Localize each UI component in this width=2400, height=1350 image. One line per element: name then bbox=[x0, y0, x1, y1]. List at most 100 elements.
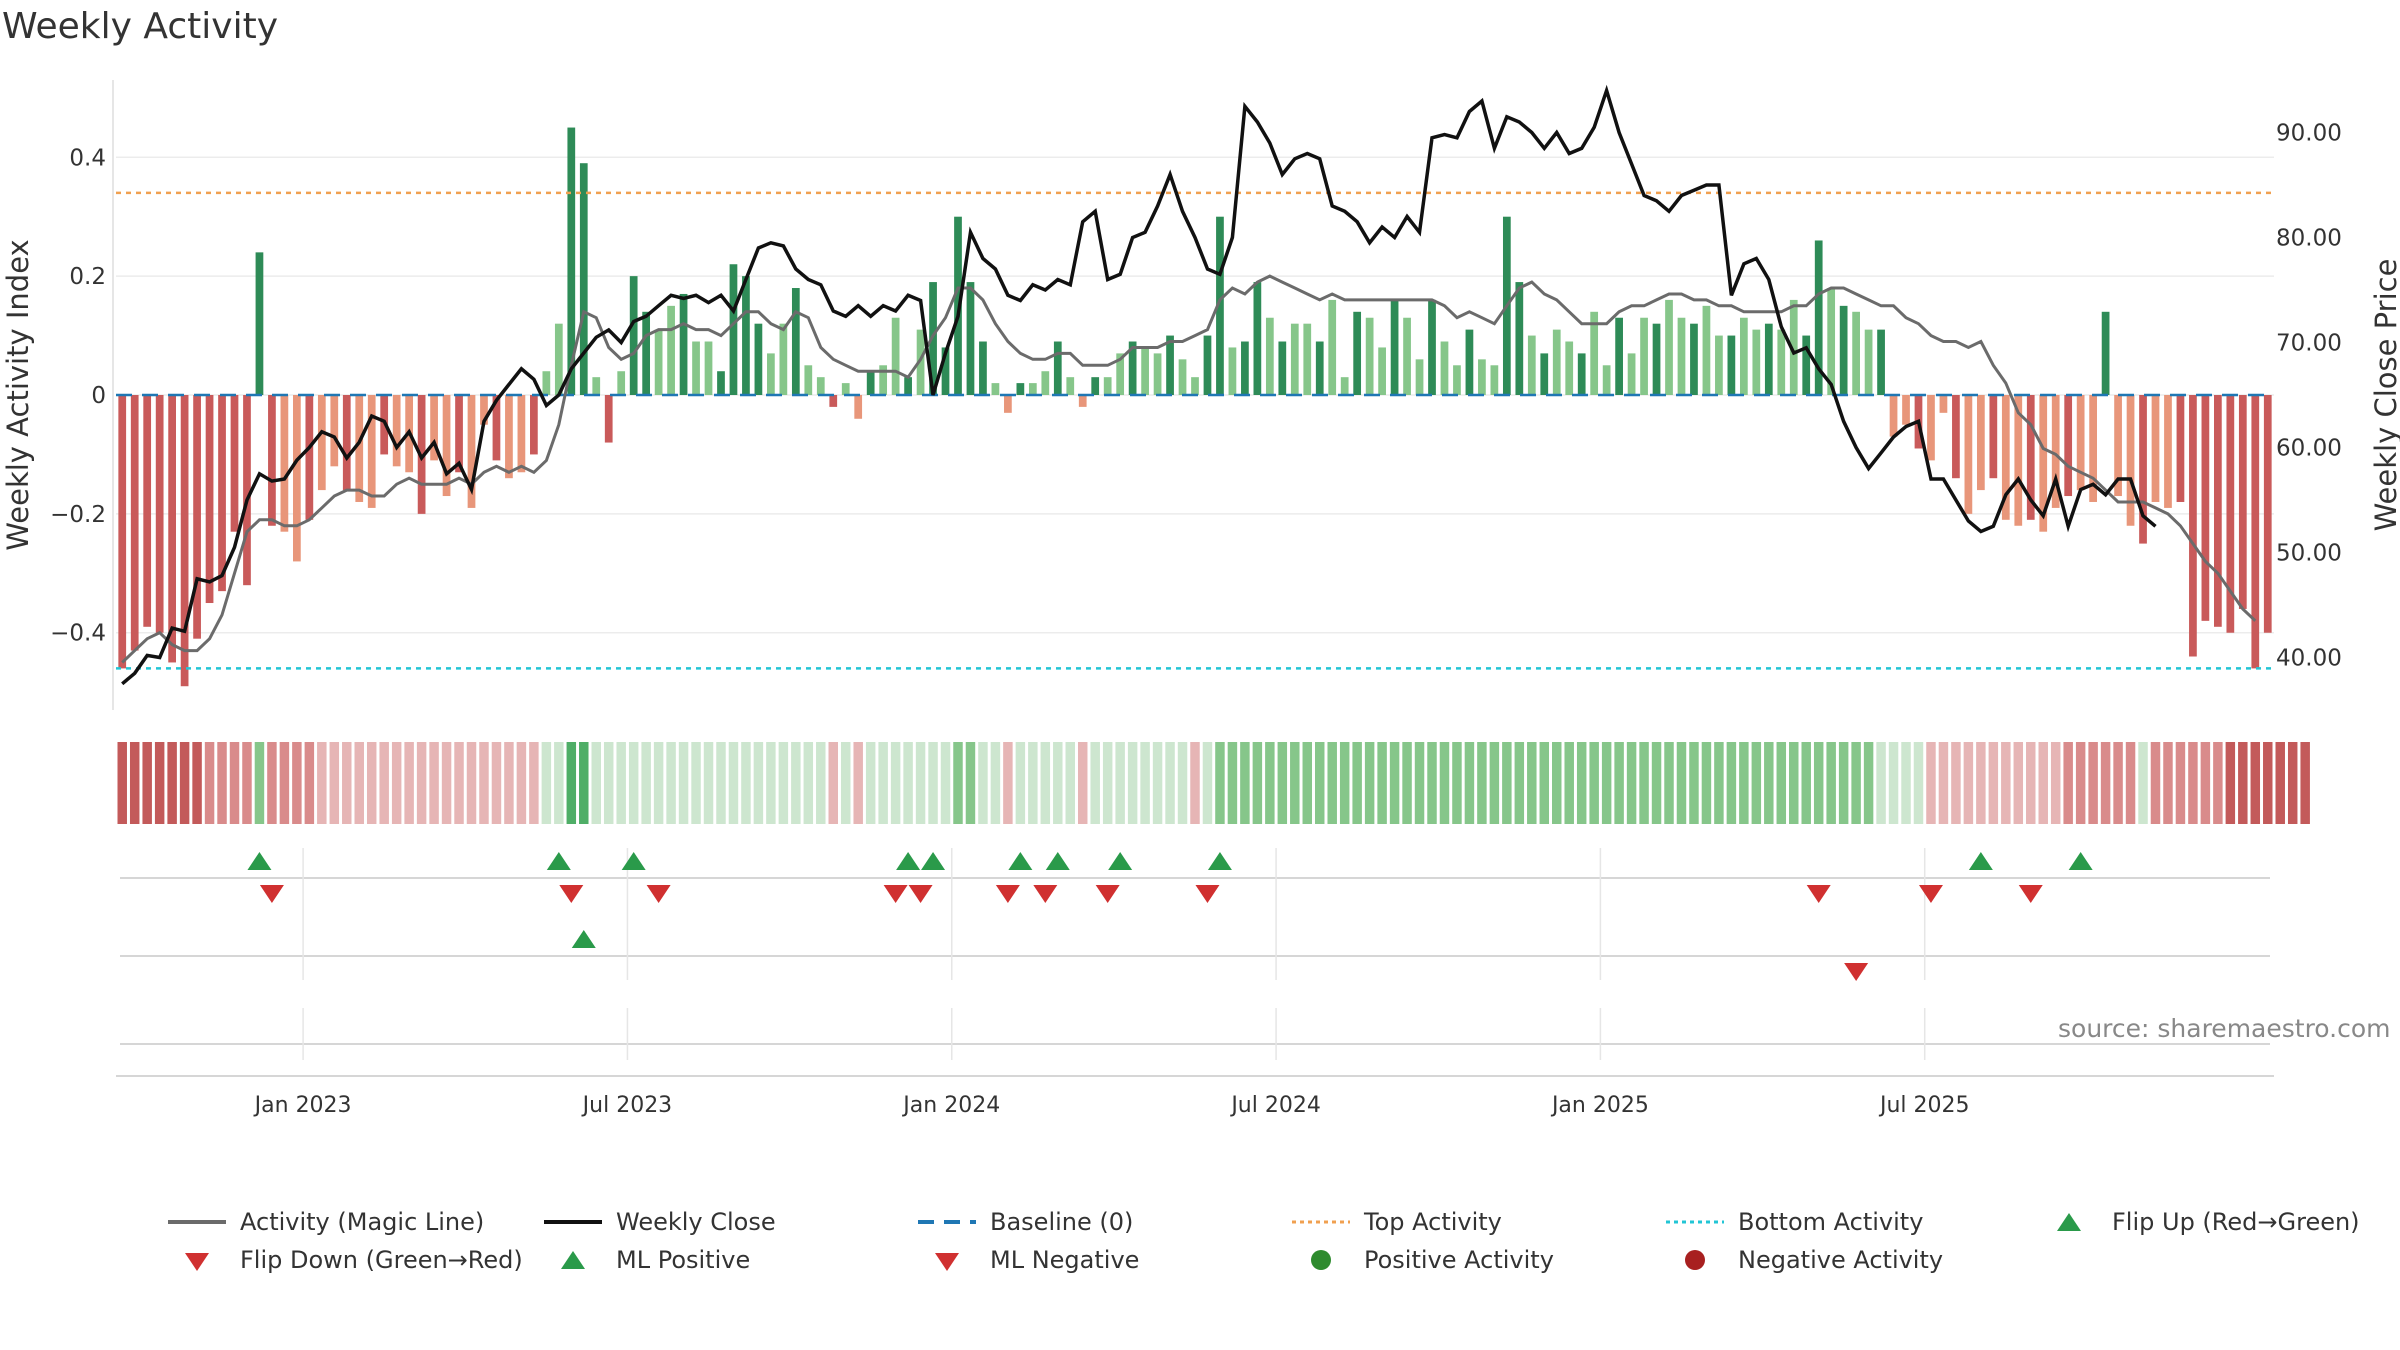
heat-strip-cell bbox=[2188, 742, 2198, 824]
heat-strip-cell bbox=[1676, 742, 1687, 824]
activity-bar bbox=[1565, 341, 1574, 395]
activity-bar bbox=[480, 395, 488, 425]
activity-bar bbox=[280, 395, 289, 532]
heat-strip-cell bbox=[1439, 742, 1450, 824]
activity-bar bbox=[1166, 335, 1174, 395]
heat-strip-cell bbox=[179, 742, 190, 824]
heat-strip-cell bbox=[1838, 742, 1849, 824]
activity-bar bbox=[1939, 395, 1948, 413]
heat-strip-cell bbox=[491, 742, 502, 824]
flip-up-marker bbox=[546, 852, 571, 870]
flip-up-marker bbox=[2068, 852, 2093, 870]
source-note: source: sharemaestro.com bbox=[2058, 1014, 2391, 1043]
activity-bar bbox=[1590, 311, 1599, 395]
activity-bar bbox=[1478, 359, 1486, 395]
heat-strip-cell bbox=[840, 742, 851, 824]
heat-strip-cell bbox=[1576, 742, 1587, 824]
activity-bar bbox=[1515, 282, 1524, 395]
heat-strip-cell bbox=[204, 742, 215, 824]
activity-bar bbox=[742, 276, 750, 395]
activity-bar bbox=[1340, 377, 1349, 395]
heat-strip-cell bbox=[853, 742, 863, 824]
heat-strip-cell bbox=[2250, 742, 2261, 824]
activity-bar bbox=[991, 383, 1000, 395]
activity-bar bbox=[754, 323, 763, 395]
activity-bar bbox=[317, 395, 326, 491]
activity-bar bbox=[2189, 395, 2197, 657]
heat-strip-cell bbox=[329, 742, 340, 824]
activity-bar bbox=[1128, 341, 1137, 395]
heat-strip-cell bbox=[1689, 742, 1699, 824]
heat-strip-cell bbox=[429, 742, 439, 824]
activity-bar bbox=[1877, 329, 1885, 395]
activity-bar bbox=[1328, 299, 1337, 395]
activity-bar bbox=[1976, 395, 1985, 491]
activity-bar bbox=[816, 377, 825, 395]
heat-strip-cell bbox=[1402, 742, 1412, 824]
heat-strip-cell bbox=[603, 742, 614, 824]
heat-strip-cell bbox=[1726, 742, 1737, 824]
activity-bar bbox=[2263, 395, 2272, 633]
heat-strip-cell bbox=[1065, 742, 1076, 824]
heat-strip-cell bbox=[1789, 742, 1799, 824]
heat-strip-cell bbox=[915, 742, 926, 824]
activity-bar bbox=[841, 383, 850, 395]
activity-bar bbox=[1902, 395, 1910, 425]
heat-strip-cell bbox=[2013, 742, 2024, 824]
legend-label: Weekly Close bbox=[616, 1208, 776, 1236]
heat-strip-cell bbox=[1127, 742, 1138, 824]
red-circle-icon bbox=[1664, 1245, 1726, 1275]
triangle-up-icon bbox=[542, 1245, 604, 1275]
heat-strip-cell bbox=[217, 742, 227, 824]
flip-down-marker bbox=[1033, 885, 1058, 903]
activity-bar bbox=[255, 252, 264, 395]
heat-strip-cell bbox=[1614, 742, 1624, 824]
activity-bar bbox=[791, 288, 800, 395]
heat-strip-cell bbox=[1976, 742, 1986, 824]
heat-strip-cell bbox=[1077, 742, 1088, 824]
heat-strip-cell bbox=[1514, 742, 1525, 824]
heat-strip-cell bbox=[1888, 742, 1899, 824]
activity-bar bbox=[517, 395, 526, 473]
activity-bar bbox=[1690, 323, 1698, 395]
heat-strip-cell bbox=[1277, 742, 1288, 824]
activity-bar bbox=[579, 163, 588, 395]
heat-strip-cell bbox=[1364, 742, 1375, 824]
heat-strip-cell bbox=[1813, 742, 1824, 824]
heat-strip-cell bbox=[1527, 742, 1537, 824]
legend: Activity (Magic Line) Weekly Close Basel… bbox=[150, 1200, 2400, 1290]
heat-strip-cell bbox=[1801, 742, 1811, 824]
flip-up-marker bbox=[247, 852, 272, 870]
activity-bar bbox=[118, 395, 127, 669]
heat-strip-cell bbox=[1102, 742, 1113, 824]
heat-strip-cell bbox=[479, 742, 489, 824]
activity-bar bbox=[330, 395, 339, 467]
activity-bar bbox=[1016, 383, 1025, 395]
flip-down-marker bbox=[1918, 885, 1943, 903]
flip-up-marker bbox=[1108, 852, 1133, 870]
heat-strip-cell bbox=[2300, 742, 2310, 824]
activity-bar bbox=[1864, 329, 1873, 395]
heat-strip-cell bbox=[317, 742, 327, 824]
heat-strip-cell bbox=[267, 742, 277, 824]
heat-strip-cell bbox=[441, 742, 452, 824]
activity-bar bbox=[155, 395, 164, 633]
heat-strip-cell bbox=[965, 742, 976, 824]
activity-bar bbox=[1665, 299, 1673, 395]
heat-strip-cell bbox=[903, 742, 913, 824]
heat-strip-cell bbox=[454, 742, 464, 824]
heat-strip-cell bbox=[953, 742, 963, 824]
activity-bar bbox=[854, 395, 863, 419]
activity-bar bbox=[1303, 323, 1312, 395]
activity-bar bbox=[1041, 371, 1050, 395]
activity-bar bbox=[1191, 377, 1199, 395]
activity-bar bbox=[2226, 395, 2235, 633]
magic-line-series bbox=[121, 274, 2257, 664]
activity-bar bbox=[1814, 240, 1823, 395]
legend-label: Baseline (0) bbox=[990, 1208, 1134, 1236]
activity-bar bbox=[1103, 377, 1112, 395]
activity-bar bbox=[1627, 353, 1636, 395]
legend-item-bottom-activity: Bottom Activity bbox=[1664, 1204, 1923, 1240]
heat-strip-cell bbox=[354, 742, 364, 824]
